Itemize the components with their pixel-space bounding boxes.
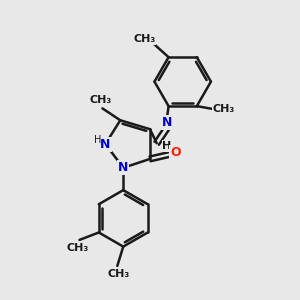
Text: N: N xyxy=(162,116,172,129)
Text: N: N xyxy=(118,161,128,174)
Text: N: N xyxy=(100,138,111,151)
Text: CH₃: CH₃ xyxy=(212,104,235,114)
Text: CH₃: CH₃ xyxy=(108,269,130,279)
Text: H: H xyxy=(94,136,102,146)
Text: CH₃: CH₃ xyxy=(133,34,155,44)
Text: CH₃: CH₃ xyxy=(67,243,89,253)
Text: CH₃: CH₃ xyxy=(90,95,112,105)
Text: O: O xyxy=(170,146,181,160)
Text: H: H xyxy=(163,141,172,151)
